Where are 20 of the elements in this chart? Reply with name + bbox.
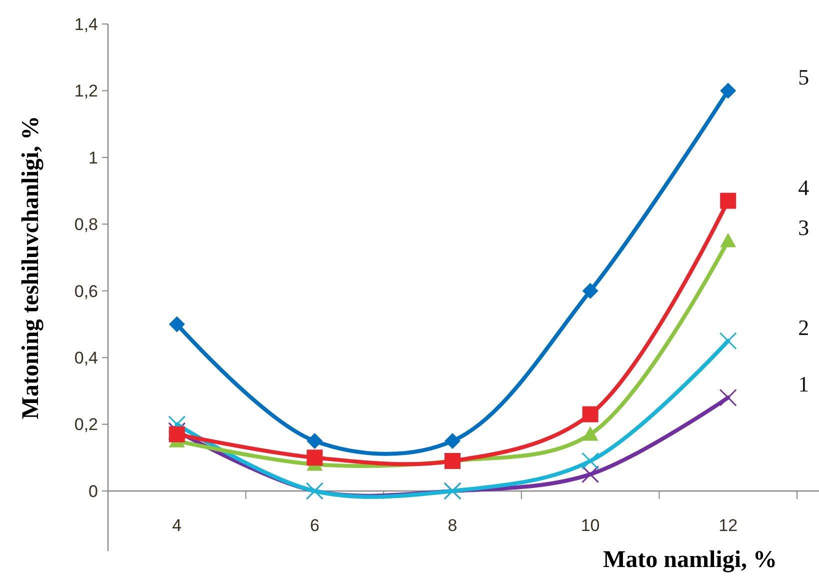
text: 3 xyxy=(798,214,810,240)
x-tick-label: 12 xyxy=(718,516,738,535)
text: 2 xyxy=(798,314,810,340)
y-tick-label: 0,6 xyxy=(74,282,98,301)
y-tick-label: 0,2 xyxy=(74,415,98,434)
x-tick-label: 8 xyxy=(448,516,458,535)
x-tick-label: 4 xyxy=(172,516,182,535)
y-tick-label: 1 xyxy=(88,148,98,168)
y-tick-label: 1,2 xyxy=(74,82,98,101)
y-axis-title: Matoning teshiluvchanligi, % xyxy=(18,116,44,420)
x-tick-label: 6 xyxy=(310,516,320,535)
x-axis-title: Mato namligi, % xyxy=(603,547,777,573)
text: 1 xyxy=(798,372,810,397)
x-tick-label: 10 xyxy=(580,516,600,535)
text: 4 xyxy=(798,174,810,200)
text: 5 xyxy=(798,64,810,90)
y-tick-label: 0,4 xyxy=(74,348,98,368)
y-tick-label: 0,8 xyxy=(74,215,98,234)
y-tick-label: 1,4 xyxy=(74,14,98,34)
y-tick-label: 0 xyxy=(88,482,98,501)
